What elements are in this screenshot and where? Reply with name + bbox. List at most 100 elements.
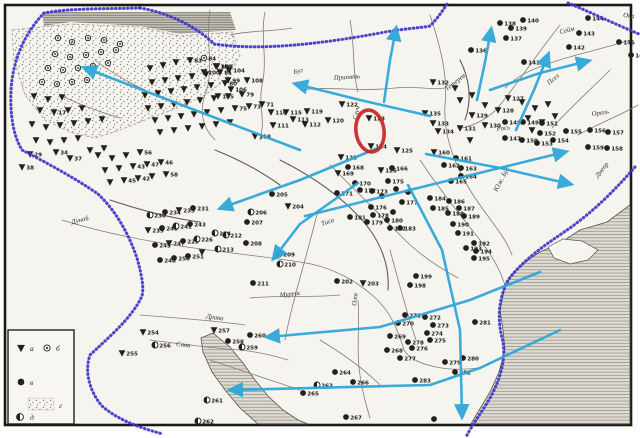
site-number: 113 [297,118,309,124]
site-marker [177,113,185,120]
triangle-symbol [224,93,232,100]
circled-dot-center [69,56,71,58]
filled-circle-symbol [503,35,509,41]
triangle-symbol [151,117,159,124]
site-marker: 262 [194,417,214,426]
circled-dot-symbol [43,344,51,352]
site-marker [466,137,474,144]
site-number: 260 [254,334,266,340]
site-marker: 168 [345,164,364,172]
site-number: 140 [527,19,539,25]
site-marker: 235 [175,207,195,215]
circled-dot-center [71,41,73,43]
filled-circle-symbol [446,198,452,204]
site-number: 106 [235,88,247,94]
migration-arrow [271,181,360,262]
site-marker: 276 [409,345,428,353]
site-marker: 159 [585,144,604,152]
river-label: Припять [333,73,361,82]
site-number: 152 [544,132,556,138]
filled-circle-symbol [424,330,430,336]
site-marker [100,36,108,44]
site-number: 175 [392,180,404,186]
filled-circle-symbol [473,248,479,254]
site-number: 202 [341,280,353,286]
triangle-symbol [528,127,536,134]
site-number: 230 [154,214,166,220]
site-marker [66,53,74,61]
triangle-symbol [518,99,526,106]
site-marker: 144 [585,15,604,23]
site-number: 162 [448,164,460,170]
triangle-symbol [466,137,474,144]
site-number: 276 [416,347,428,353]
site-marker: 119 [303,108,323,116]
triangle-symbol [434,128,442,135]
site-number: 128 [502,109,514,115]
site-number: 139 [515,27,527,33]
triangle-symbol [134,175,142,182]
site-marker: 139 [508,25,527,33]
triangle-symbol [118,350,126,357]
site-number: 259 [246,346,258,352]
triangle-symbol [28,121,36,128]
triangle-symbol [301,121,309,128]
triangle-symbol [30,93,38,100]
baltic-coast-band [42,12,236,34]
filled-circle-symbol [502,119,508,125]
site-number: 190 [457,223,469,229]
filled-circle-symbol [390,209,396,215]
site-marker [78,105,86,112]
filled-circle-symbol [450,221,456,227]
circled-dot-center [45,346,49,350]
site-marker [60,137,68,144]
triangle-symbol [217,107,225,114]
triangle-symbol [231,105,239,112]
filled-circle-symbol [332,369,338,375]
triangle-symbol [494,107,502,114]
site-number: 171 [341,192,353,198]
triangle-symbol [429,120,437,127]
river-label: Драва [205,313,225,323]
triangle-symbol [70,120,78,127]
site-marker: 127 [504,95,524,103]
circled-dot-center [87,37,89,39]
site-marker [174,75,182,82]
site-number: 269 [394,335,406,341]
site-marker: 171 [334,190,353,198]
filled-circle-symbol [452,369,458,375]
river-label: Сава [176,341,191,349]
site-number: 267 [350,416,362,422]
filled-circle-symbol [407,282,413,288]
triangle-symbol [177,113,185,120]
triangle-symbol [267,109,275,116]
site-marker [524,115,532,122]
site-number: 191 [462,232,474,238]
site-marker: 136 [468,47,487,55]
site-marker: 183 [397,225,416,233]
river-label: Буг [292,67,304,76]
site-marker: 255 [118,350,138,358]
triangle-symbol [32,137,40,144]
legend-item: в [17,378,34,387]
filled-circle-symbol [393,186,399,192]
site-number: 209 [283,253,295,259]
migration-arrow [382,24,402,104]
site-marker: 132 [429,79,449,87]
site-marker: 147 [502,135,521,143]
site-marker: 129 [468,112,488,120]
site-number: 159 [592,146,604,152]
filled-circle-symbol [441,162,447,168]
site-number: 226 [201,238,213,244]
site-number: 208 [250,242,262,248]
migration-arrow [216,146,380,212]
filled-circle-symbol [244,219,250,225]
circled-dot-symbol [97,48,105,56]
triangle-symbol [108,155,116,162]
site-number: 240 [166,227,178,233]
site-marker [190,111,198,118]
site-marker: 43 [129,163,145,171]
site-marker: 259 [238,343,258,352]
site-number: 43 [137,165,145,171]
